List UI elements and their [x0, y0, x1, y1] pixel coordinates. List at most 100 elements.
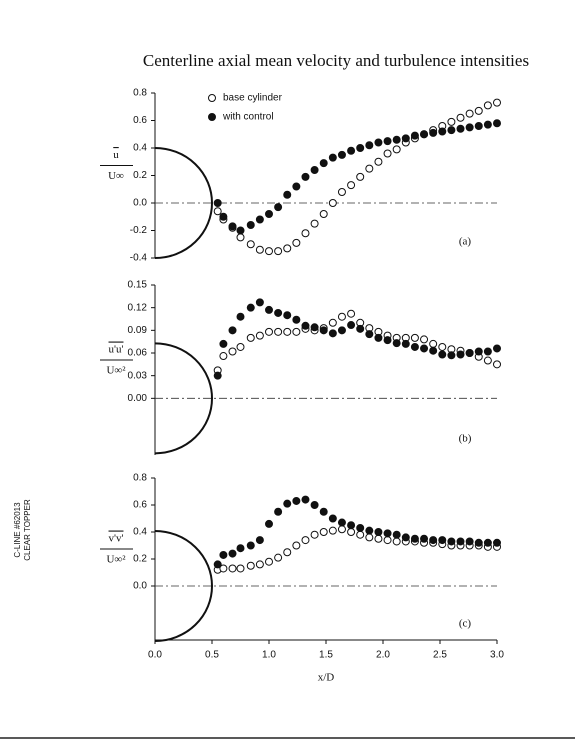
marker [337, 518, 346, 527]
marker [337, 188, 346, 196]
marker [447, 117, 456, 126]
marker [493, 119, 501, 128]
marker [493, 98, 501, 107]
marker [374, 528, 383, 536]
marker [447, 126, 456, 135]
marker [236, 342, 245, 351]
marker [319, 159, 328, 168]
marker [356, 530, 365, 539]
marker [274, 507, 283, 516]
marker [429, 128, 438, 137]
marker [483, 356, 492, 365]
legend-label: base cylinder [223, 93, 283, 104]
margin-note-line: CLEAR TOPPER [23, 499, 32, 561]
marker [310, 323, 319, 332]
marker [429, 346, 438, 355]
marker [401, 134, 410, 143]
marker [392, 145, 401, 154]
marker [310, 501, 319, 509]
panel-label: (c) [459, 618, 472, 630]
marker [456, 537, 465, 546]
marker [410, 333, 419, 342]
marker [228, 564, 237, 573]
marker [438, 350, 447, 359]
margin-note-line: C-LINE #62013 [13, 502, 22, 558]
marker [337, 525, 346, 534]
marker [383, 137, 392, 146]
marker [420, 130, 429, 139]
marker [301, 495, 310, 504]
legend-label: with control [222, 112, 274, 123]
x-axis-label: x/D [318, 672, 335, 684]
marker [219, 212, 228, 221]
marker [246, 333, 255, 342]
marker [301, 536, 310, 545]
marker [456, 113, 465, 122]
marker [255, 245, 264, 254]
marker [236, 312, 245, 321]
y-tick-label: -0.2 [130, 225, 148, 236]
y-tick-label: 0.0 [133, 581, 147, 592]
marker [365, 330, 374, 339]
y-tick-label: 0.03 [128, 370, 148, 381]
marker [438, 342, 447, 351]
y-tick-label: 0.4 [133, 527, 147, 538]
marker [213, 199, 222, 207]
marker [265, 557, 273, 566]
panel-label: (b) [459, 433, 472, 445]
marker [236, 564, 245, 573]
marker [283, 548, 292, 557]
marker [246, 561, 255, 570]
marker [474, 122, 483, 130]
y-tick-label: 0.12 [128, 302, 148, 313]
marker [383, 536, 392, 545]
marker [474, 538, 483, 547]
marker [483, 538, 492, 547]
y-label-denominator: U∞² [106, 554, 126, 566]
marker [283, 499, 292, 508]
y-tick-label: 0.0 [133, 198, 147, 209]
marker [392, 530, 401, 539]
y-label-numerator: v'v' [109, 533, 124, 545]
marker [374, 138, 383, 147]
marker [219, 564, 228, 573]
marker [265, 327, 273, 336]
marker [213, 207, 222, 216]
marker [337, 312, 346, 321]
marker [483, 101, 492, 110]
marker [493, 538, 501, 547]
marker [392, 339, 401, 348]
marker [410, 534, 419, 543]
marker [292, 182, 301, 191]
marker [255, 560, 264, 569]
marker [356, 144, 365, 152]
marker [474, 106, 483, 115]
y-tick-label: 0.6 [133, 115, 147, 126]
marker [365, 141, 374, 150]
marker [219, 339, 228, 348]
x-tick-label: 2.0 [376, 650, 390, 661]
marker [438, 536, 447, 545]
marker [301, 229, 310, 238]
legend-marker [208, 113, 216, 121]
marker [255, 298, 264, 307]
y-tick-label: 0.15 [128, 280, 148, 291]
marker [356, 324, 365, 333]
marker [347, 528, 356, 536]
y-tick-label: -0.4 [130, 253, 148, 264]
marker [319, 528, 328, 536]
marker [319, 210, 328, 218]
marker [228, 222, 237, 231]
marker [356, 523, 365, 532]
marker [255, 331, 264, 340]
marker [236, 544, 245, 553]
y-tick-label: 0.06 [128, 348, 148, 359]
marker [265, 210, 273, 218]
marker [456, 350, 465, 359]
marker [483, 120, 492, 129]
marker [213, 560, 222, 569]
marker [292, 541, 301, 550]
marker [374, 333, 383, 342]
marker [213, 371, 222, 380]
cylinder [154, 147, 213, 259]
